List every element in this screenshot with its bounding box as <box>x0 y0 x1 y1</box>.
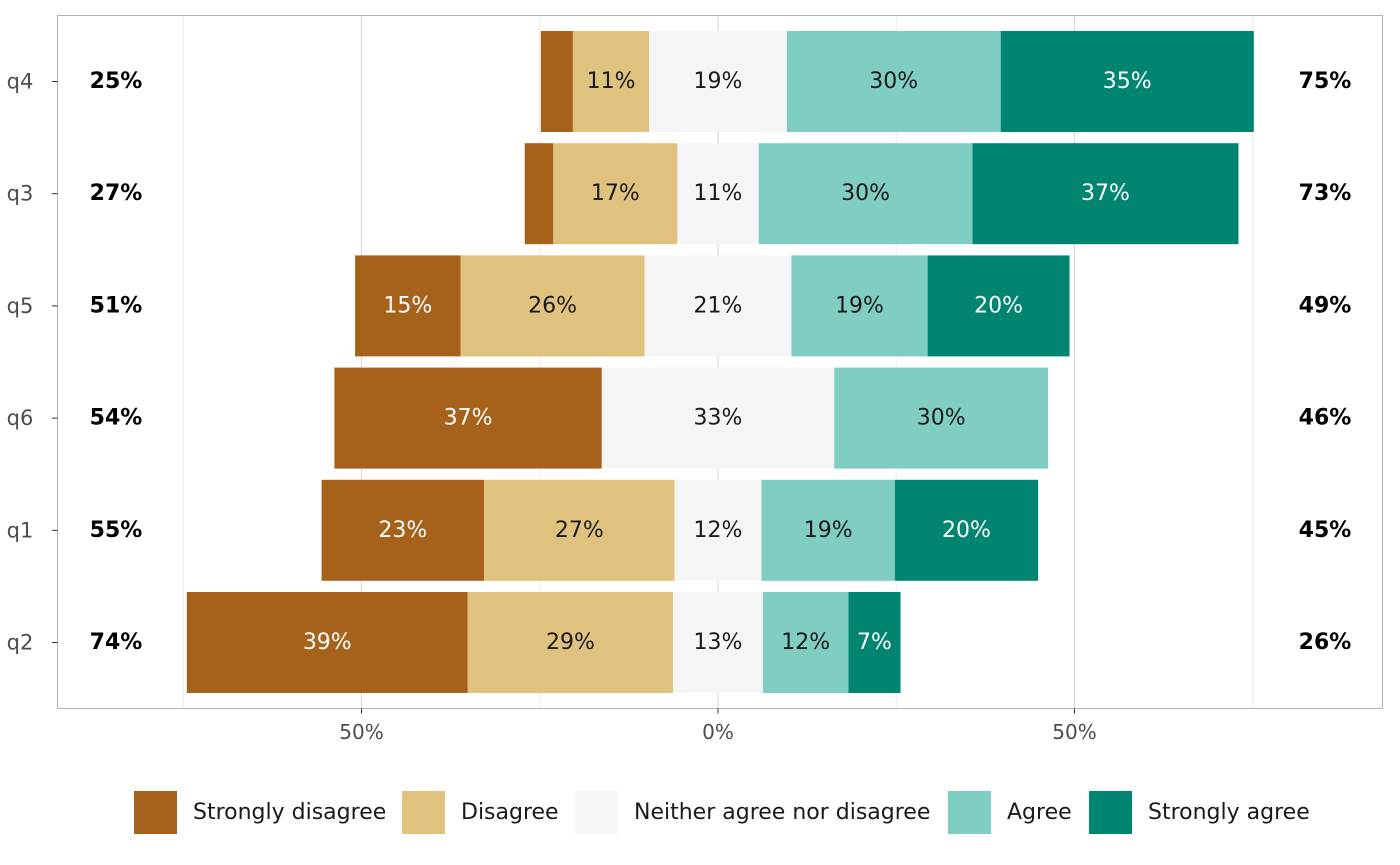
segment-label: 13% <box>694 630 743 655</box>
bar-segment <box>848 592 901 693</box>
segment-label: 26% <box>528 293 577 318</box>
y-tick-label: q6 <box>7 406 34 430</box>
bar-segment <box>572 31 650 132</box>
legend-label: Disagree <box>461 800 559 825</box>
left-total-label: 25% <box>90 69 143 94</box>
y-tick-label: q2 <box>7 631 34 655</box>
segment-label: 29% <box>546 630 595 655</box>
right-total-label: 75% <box>1299 69 1352 94</box>
segment-label: 17% <box>591 181 640 206</box>
segment-label: 35% <box>1103 69 1152 94</box>
segment-label: 30% <box>841 181 890 206</box>
bar-segment <box>673 592 763 693</box>
bar-segment <box>460 255 645 357</box>
bar-segment <box>540 31 573 132</box>
legend-key <box>948 791 991 834</box>
bar-segment <box>467 592 674 693</box>
segment-label: 30% <box>917 406 966 431</box>
bar-segment <box>972 143 1239 245</box>
segment-label: 20% <box>942 518 991 543</box>
segment-labels: 11% 19% 30% 35% 17% 11% 30% 37% 15% 26% 21% 19% 20% 3… <box>303 69 1152 655</box>
legend-label: Strongly disagree <box>193 800 386 825</box>
segment-label: 23% <box>378 518 427 543</box>
segment-label: 12% <box>781 630 830 655</box>
segment-label: 11% <box>587 69 636 94</box>
legend-label: Strongly agree <box>1148 800 1310 825</box>
bar-segment <box>321 479 485 581</box>
x-tick-label: 50% <box>339 720 383 744</box>
left-total-label: 55% <box>90 518 143 543</box>
x-axis: 50% 0% 50% <box>339 708 1097 744</box>
y-axis: q4 q3 q5 q6 q1 q2 <box>7 70 58 655</box>
bar-segment <box>677 143 759 245</box>
segment-label: 27% <box>555 518 604 543</box>
left-total-label: 74% <box>90 630 143 655</box>
segment-label: 7% <box>857 630 892 655</box>
bar-segments <box>186 31 1254 693</box>
bar-segment <box>1000 31 1254 132</box>
segment-label: 21% <box>694 293 743 318</box>
y-tick-label: q4 <box>7 70 34 94</box>
plot-panel-border <box>57 15 1383 709</box>
segment-label: 19% <box>694 69 743 94</box>
side-totals: 25% 75% 27% 73% 51% 49% 54% 46% 55% 45% 74% 26% <box>90 69 1352 655</box>
segment-label: 12% <box>694 518 743 543</box>
legend-key <box>1089 791 1132 834</box>
bar-segment <box>644 255 792 357</box>
segment-label: 39% <box>303 630 352 655</box>
x-tick-label: 50% <box>1052 720 1096 744</box>
bar-segment <box>791 255 928 357</box>
y-tick-label: q5 <box>7 294 34 318</box>
left-total-label: 51% <box>90 293 143 318</box>
legend-key <box>134 791 177 834</box>
bar-segment <box>894 479 1039 581</box>
x-tick-label: 0% <box>702 720 734 744</box>
bar-segment <box>484 479 675 581</box>
bar-segment <box>786 31 1001 132</box>
legend: Strongly disagree Disagree Neither agree n… <box>134 791 1310 834</box>
bar-segment <box>674 479 762 581</box>
segment-label: 11% <box>694 181 743 206</box>
legend-key <box>402 791 445 834</box>
segment-label: 15% <box>383 293 432 318</box>
y-tick-label: q3 <box>7 182 34 206</box>
bar-segment <box>601 367 835 469</box>
segment-label: 37% <box>444 406 493 431</box>
bar-segment <box>355 255 461 357</box>
bar-segment <box>761 479 895 581</box>
legend-label: Agree <box>1007 800 1072 825</box>
bar-segment <box>758 143 973 245</box>
right-total-label: 73% <box>1299 181 1352 206</box>
bar-segment <box>762 592 849 693</box>
bar-segment <box>553 143 678 245</box>
left-total-label: 54% <box>90 406 143 431</box>
right-total-label: 45% <box>1299 518 1352 543</box>
bar-segment <box>334 367 602 469</box>
legend-key <box>575 791 618 834</box>
segment-label: 33% <box>694 406 743 431</box>
bar-segment <box>524 143 554 245</box>
segment-label: 19% <box>804 518 853 543</box>
left-total-label: 27% <box>90 181 143 206</box>
right-total-label: 46% <box>1299 406 1352 431</box>
segment-label: 20% <box>974 293 1023 318</box>
segment-label: 19% <box>835 293 884 318</box>
bar-segment <box>186 592 468 693</box>
segment-label: 30% <box>869 69 918 94</box>
bar-segment <box>834 367 1049 469</box>
bar-segment <box>927 255 1070 357</box>
segment-label: 37% <box>1081 181 1130 206</box>
y-tick-label: q1 <box>7 518 34 542</box>
bar-segment <box>649 31 787 132</box>
legend-label: Neither agree nor disagree <box>634 800 930 825</box>
right-total-label: 49% <box>1299 293 1352 318</box>
right-total-label: 26% <box>1299 630 1352 655</box>
